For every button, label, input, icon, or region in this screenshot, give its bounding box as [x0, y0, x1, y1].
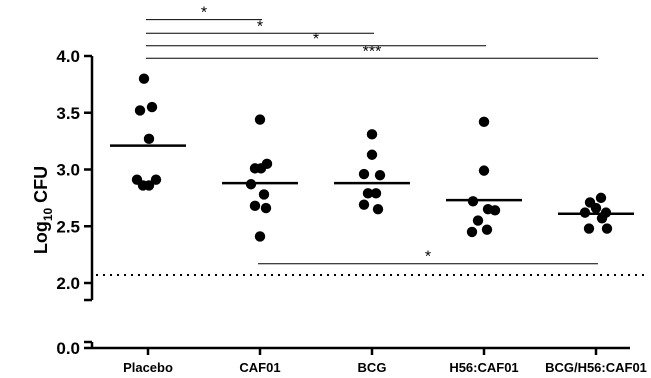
data-point — [481, 224, 493, 235]
significance-label: *** — [363, 43, 382, 60]
significance-label: * — [257, 18, 263, 35]
data-point — [583, 223, 595, 234]
x-tick-label: CAF01 — [239, 360, 280, 375]
data-point — [472, 215, 484, 226]
y-tick-label: 3.5 — [56, 104, 80, 123]
significance-label: * — [425, 249, 431, 266]
data-point — [478, 165, 490, 176]
significance-label: * — [313, 31, 319, 48]
data-point — [254, 114, 266, 125]
data-point — [138, 73, 150, 84]
significance-bars: ******* — [146, 5, 598, 266]
x-tick-label: BCG/H56:CAF01 — [545, 360, 647, 375]
x-tick-label: BCG — [358, 360, 387, 375]
data-point — [254, 231, 266, 242]
data-point — [601, 223, 613, 234]
data-point — [143, 133, 155, 145]
data-point — [489, 205, 501, 216]
data-point — [146, 101, 158, 113]
y-tick-label: 2.5 — [56, 217, 80, 236]
x-tick-label: H56:CAF01 — [449, 360, 518, 375]
data-point — [478, 116, 490, 128]
data-point — [466, 226, 478, 238]
y-tick-label: 3.0 — [56, 161, 80, 180]
data-point — [366, 129, 378, 140]
data-point — [255, 163, 267, 174]
data-point — [366, 149, 378, 160]
data-point — [249, 200, 261, 212]
y-tick-label: 2.0 — [56, 274, 80, 293]
data-point — [362, 188, 374, 199]
x-tick-label: Placebo — [123, 360, 173, 375]
data-point — [590, 202, 602, 214]
y-axis-label: Log10 CFU — [31, 166, 55, 254]
data-point — [358, 168, 370, 180]
data-point — [134, 105, 146, 116]
significance-label: * — [201, 5, 207, 22]
data-point — [370, 188, 382, 199]
data-point — [595, 192, 607, 204]
data-point — [258, 189, 270, 200]
data-points — [131, 73, 613, 242]
y-tick-label: 4.0 — [56, 47, 80, 66]
data-point — [596, 213, 608, 224]
data-point — [143, 180, 155, 191]
data-point — [150, 174, 162, 185]
mean-lines — [110, 144, 634, 216]
x-axis-labels: Placebo CAF01 BCG H56:CAF01 BCG/H56:CAF01 — [123, 348, 647, 375]
y-axis: 0.0 2.0 2.5 3.0 3.5 4.0 — [56, 47, 630, 358]
data-point — [374, 169, 386, 181]
data-point — [358, 199, 370, 210]
y-tick-label: 0.0 — [56, 339, 80, 358]
data-point — [372, 204, 384, 215]
data-point — [260, 202, 272, 214]
